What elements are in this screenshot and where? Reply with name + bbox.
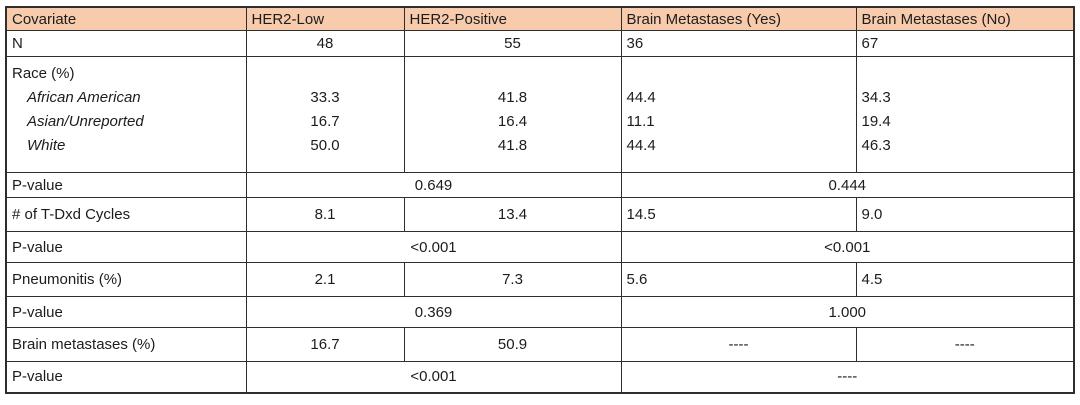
p-tdxd-bm: <0.001 [620,231,1075,263]
cell-tdxd-her2-positive: 13.4 [403,197,622,232]
row-brain-metastases: Brain metastases (%) 16.7 50.9 ---- ---- [5,327,1075,362]
cell-brain-met-her2-low: 16.7 [245,327,405,362]
p-race-bm: 0.444 [620,172,1075,198]
race-spacer [410,62,616,86]
row-p-value-brain-met: P-value <0.001 ---- [5,361,1075,393]
row-n-label: N [5,30,247,57]
race-her2-low-white: 50.0 [310,137,340,154]
header-cell-her2-low: HER2-Low [245,6,405,31]
race-bm-no-asian-unreported: 19.4 [861,113,891,130]
row-p-value-pneumonitis: P-value 0.369 1.000 [5,296,1075,328]
cell-race-her2-positive: 41.8 16.4 41.8 [403,56,622,173]
cell-pneumonitis-her2-positive: 7.3 [403,262,622,297]
cell-race-her2-low: 33.3 16.7 50.0 [245,56,405,173]
cell-pneumonitis-bm-no: 4.5 [855,262,1075,297]
cell-tdxd-her2-low: 8.1 [245,197,405,232]
cell-pneumonitis-her2-low: 2.1 [245,262,405,297]
row-p-value-tdxd: P-value <0.001 <0.001 [5,231,1075,263]
race-spacer [252,62,399,86]
cell-tdxd-bm-yes: 14.5 [620,197,857,232]
race-her2-low-asian-unreported: 16.7 [310,113,340,130]
header-cell-covariate: Covariate [5,6,247,31]
cell-brain-met-bm-yes: ---- [620,327,857,362]
header-row: Covariate HER2-Low HER2-Positive Brain M… [5,6,1075,31]
row-race-label-cell: Race (%) African American Asian/Unreport… [5,56,247,173]
p-brain-met-her2: <0.001 [245,361,622,393]
race-her2-low-african-american: 33.3 [310,89,340,106]
p-brain-met-label: P-value [5,361,247,393]
race-bm-yes-african-american: 44.4 [626,89,656,106]
row-tdxd-label: # of T-Dxd Cycles [5,197,247,232]
p-tdxd-label: P-value [5,231,247,263]
row-pneumonitis-label: Pneumonitis (%) [5,262,247,297]
p-brain-met-bm: ---- [620,361,1075,393]
cell-race-bm-no: 34.3 19.4 46.3 [855,56,1075,173]
cell-tdxd-bm-no: 9.0 [855,197,1075,232]
race-her2-positive-white: 41.8 [497,137,528,154]
race-bm-yes-white: 44.4 [626,137,656,154]
race-spacer [627,62,851,86]
p-pneumonitis-her2: 0.369 [245,296,622,328]
cell-n-her2-low: 48 [245,30,405,57]
race-her2-positive-asian-unreported: 16.4 [497,113,528,130]
header-cell-brain-met-yes: Brain Metastases (Yes) [620,6,857,31]
p-race-her2: 0.649 [245,172,622,198]
cell-n-bm-yes: 36 [620,30,857,57]
race-her2-positive-african-american: 41.8 [497,89,528,106]
row-p-value-race: P-value 0.649 0.444 [5,172,1075,198]
p-tdxd-her2: <0.001 [245,231,622,263]
row-race: Race (%) African American Asian/Unreport… [5,56,1075,173]
race-label: Race (%) [12,65,75,82]
race-sub-label-white: White [27,137,66,154]
race-bm-no-white: 46.3 [861,137,891,154]
cell-n-her2-positive: 55 [403,30,622,57]
p-pneumonitis-bm: 1.000 [620,296,1075,328]
race-bm-no-african-american: 34.3 [861,89,891,106]
cell-pneumonitis-bm-yes: 5.6 [620,262,857,297]
covariate-table-figure: Covariate HER2-Low HER2-Positive Brain M… [5,6,1075,394]
cell-n-bm-no: 67 [855,30,1075,57]
header-cell-brain-met-no: Brain Metastases (No) [855,6,1075,31]
covariate-table: Covariate HER2-Low HER2-Positive Brain M… [5,6,1075,394]
header-cell-her2-positive: HER2-Positive [403,6,622,31]
race-spacer [862,62,1069,86]
row-tdxd-cycles: # of T-Dxd Cycles 8.1 13.4 14.5 9.0 [5,197,1075,232]
cell-race-bm-yes: 44.4 11.1 44.4 [620,56,857,173]
cell-brain-met-bm-no: ---- [855,327,1075,362]
race-sub-label-asian-unreported: Asian/Unreported [27,113,144,130]
row-brain-met-label: Brain metastases (%) [5,327,247,362]
p-race-label: P-value [5,172,247,198]
p-pneumonitis-label: P-value [5,296,247,328]
race-sub-label-african-american: African American [27,89,141,106]
cell-brain-met-her2-positive: 50.9 [403,327,622,362]
race-bm-yes-asian-unreported: 11.1 [626,113,655,130]
row-pneumonitis: Pneumonitis (%) 2.1 7.3 5.6 4.5 [5,262,1075,297]
row-n: N 48 55 36 67 [5,30,1075,57]
